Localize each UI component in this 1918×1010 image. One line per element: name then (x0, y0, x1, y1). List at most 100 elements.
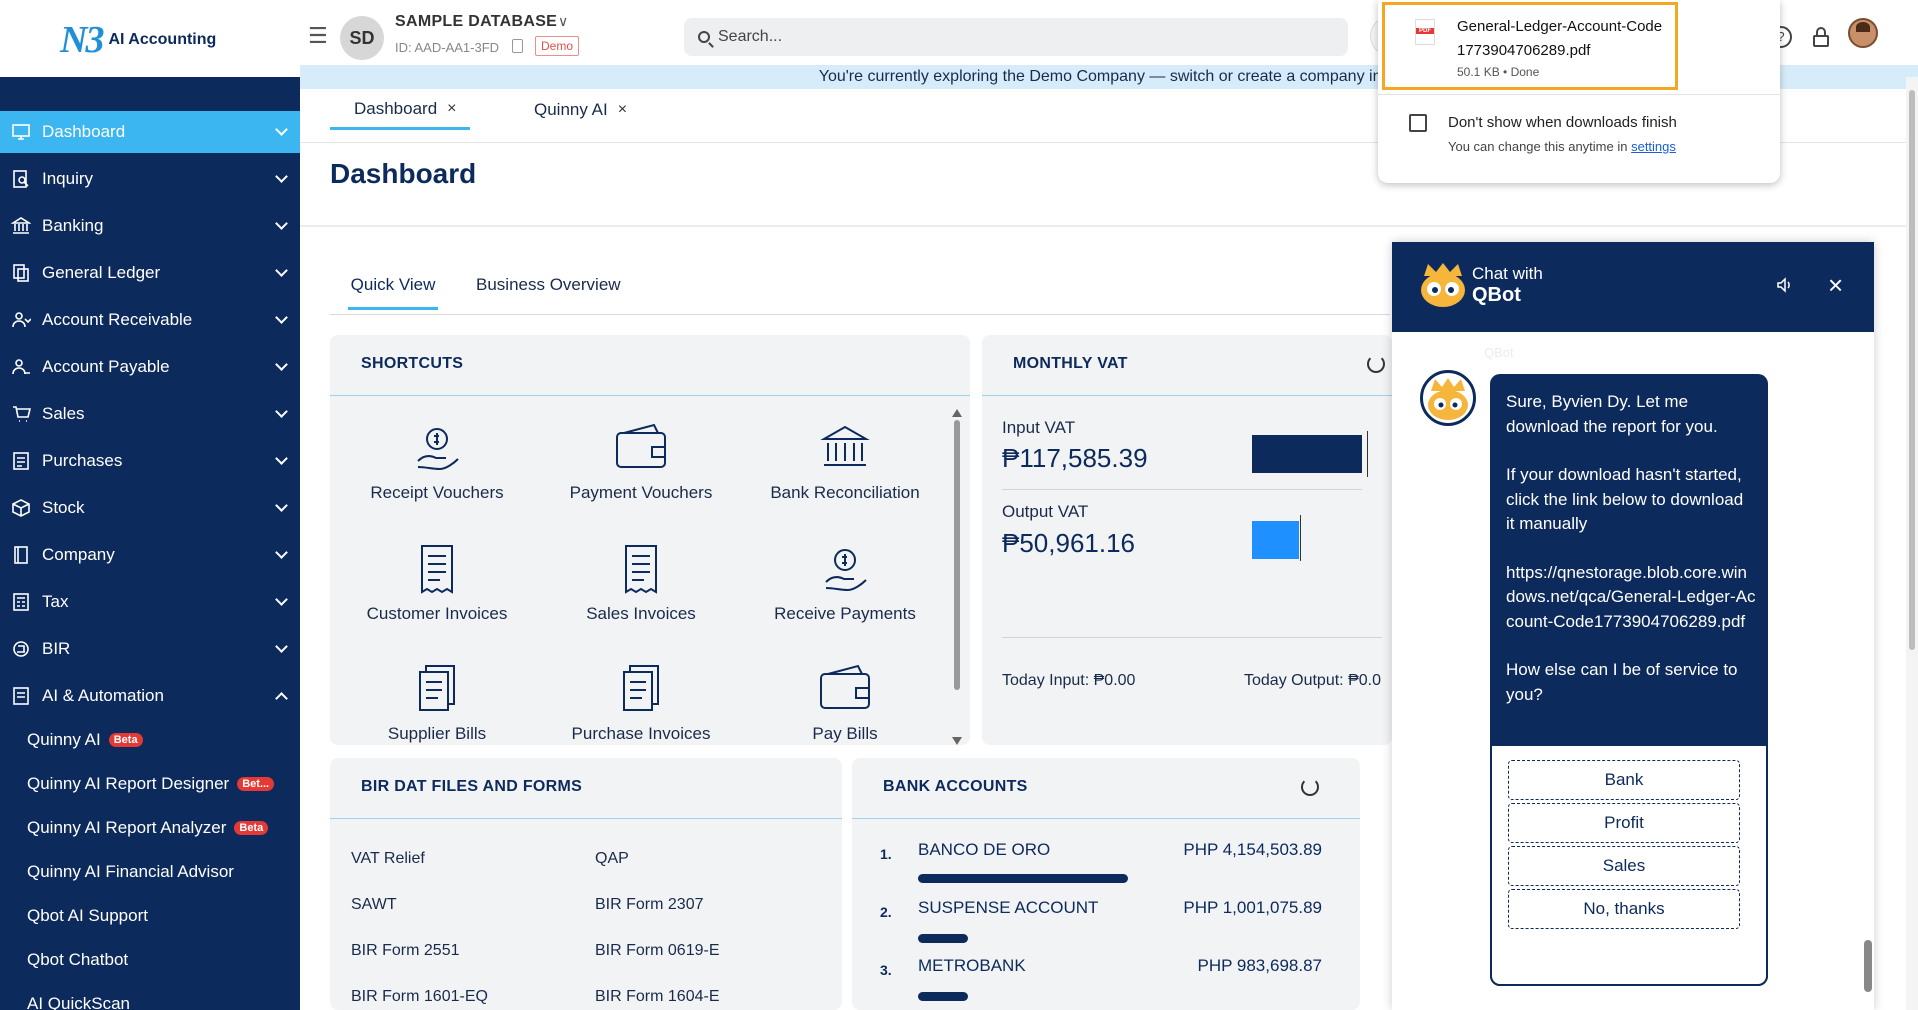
close-icon[interactable]: × (1828, 270, 1844, 300)
today-input: Today Input: ₱0.00 (1002, 672, 1136, 689)
sidebar-subitem-report-designer[interactable]: Quinny AI Report Designer Bet... (27, 774, 275, 794)
bir-link-0619e[interactable]: BIR Form 0619-E (595, 942, 720, 959)
settings-link[interactable]: settings (1631, 139, 1676, 154)
bir-link-2307[interactable]: BIR Form 2307 (595, 896, 704, 913)
shortcut-supplier-bills[interactable]: Supplier Bills (337, 664, 537, 744)
sidebar-subitem-qbot-support[interactable]: Qbot AI Support (27, 906, 148, 926)
sidebar-item-bir[interactable]: BIR (0, 628, 300, 670)
search-input[interactable] (718, 28, 1318, 46)
quick-reply-bank[interactable]: Bank (1508, 760, 1740, 800)
subtab-quick-view[interactable]: Quick View (348, 275, 438, 310)
bir-link-2551[interactable]: BIR Form 2551 (351, 942, 460, 959)
sidebar-subitem-label: Qbot Chatbot (27, 950, 129, 969)
tab-dashboard[interactable]: Dashboard × (330, 90, 470, 130)
bir-link-qap[interactable]: QAP (595, 850, 629, 867)
bank-name: METROBANK (918, 956, 1026, 975)
sidebar-item-company[interactable]: Company (0, 534, 300, 576)
dont-show-label: Don't show when downloads finish (1448, 114, 1677, 131)
speaker-icon[interactable] (1776, 276, 1794, 294)
sidebar-item-general-ledger[interactable]: General Ledger (0, 252, 300, 294)
pdf-file-icon (1415, 19, 1435, 45)
quick-reply-no-thanks[interactable]: No, thanks (1508, 889, 1740, 929)
wallet-icon (614, 423, 668, 473)
bank-bar (918, 992, 968, 1001)
company-name[interactable]: SAMPLE DATABASE (395, 13, 558, 30)
output-vat-label: Output VAT (1002, 502, 1089, 521)
sidebar-item-label: Banking (42, 216, 104, 235)
bir-link-sawt[interactable]: SAWT (351, 896, 397, 913)
shortcut-pay-bills[interactable]: Pay Bills (745, 664, 945, 744)
chevron-down-icon[interactable]: ∨ (558, 13, 569, 29)
settings-note: You can change this anytime in settings (1448, 139, 1676, 154)
scrollbar-thumb[interactable] (954, 420, 960, 690)
subtab-business-overview[interactable]: Business Overview (476, 275, 621, 294)
sidebar-subitem-qbot-chatbot[interactable]: Qbot Chatbot (27, 950, 128, 970)
download-item[interactable]: General-Ledger-Account-Code1773904706289… (1382, 2, 1678, 90)
copy-icon[interactable] (512, 39, 523, 53)
bank-row[interactable]: 1. BANCO DE ORO PHP 4,154,503.89 (852, 840, 1352, 890)
sidebar-item-account-payable[interactable]: Account Payable (0, 346, 300, 388)
sidebar-subitem-quinny-ai[interactable]: Quinny AI Beta (27, 730, 143, 750)
bir-link-vat-relief[interactable]: VAT Relief (351, 850, 425, 867)
sidebar-subitem-financial-advisor[interactable]: Quinny AI Financial Advisor (27, 862, 234, 882)
sidebar-item-stock[interactable]: Stock (0, 487, 300, 529)
bir-link-1604e[interactable]: BIR Form 1604-E (595, 988, 720, 1005)
refresh-icon[interactable] (1301, 778, 1319, 796)
bir-link-1601eq[interactable]: BIR Form 1601-EQ (351, 988, 488, 1005)
chat-scrollbar-thumb[interactable] (1864, 940, 1872, 992)
close-icon[interactable]: × (617, 101, 628, 118)
tab-quinny-ai[interactable]: Quinny AI × (510, 90, 627, 130)
sidebar-item-account-receivable[interactable]: Account Receivable (0, 299, 300, 341)
sidebar-item-dashboard[interactable]: Dashboard (0, 111, 300, 153)
sidebar-item-purchases[interactable]: Purchases (0, 440, 300, 482)
axis-line (1367, 431, 1368, 477)
monitor-icon (10, 121, 32, 143)
refresh-icon[interactable] (1367, 355, 1385, 373)
shortcut-receive-payments[interactable]: Receive Payments (745, 544, 945, 624)
shortcut-payment-vouchers[interactable]: Payment Vouchers (541, 423, 741, 503)
tab-label: Dashboard (354, 98, 438, 118)
dont-show-checkbox[interactable] (1409, 114, 1427, 132)
sidebar-item-banking[interactable]: Banking (0, 205, 300, 247)
shortcuts-scrollbar[interactable] (952, 407, 962, 745)
sidebar-item-inquiry[interactable]: Inquiry (0, 158, 300, 200)
user-avatar[interactable] (1848, 18, 1878, 48)
download-meta: 50.1 KB • Done (1457, 65, 1540, 79)
chevron-down-icon (275, 170, 288, 183)
card-title: MONTHLY VAT (1013, 355, 1128, 372)
divider (1002, 637, 1382, 638)
shortcut-purchase-invoices[interactable]: Purchase Invoices (541, 664, 741, 744)
bank-row[interactable]: 2. SUSPENSE ACCOUNT PHP 1,001,075.89 (852, 898, 1352, 948)
ledger-icon (10, 262, 32, 284)
lock-icon[interactable] (1810, 26, 1832, 48)
sidebar-item-tax[interactable]: Tax (0, 581, 300, 623)
close-icon[interactable]: × (447, 99, 457, 117)
chevron-up-icon (275, 692, 288, 705)
quick-reply-sales[interactable]: Sales (1508, 846, 1740, 886)
sidebar-item-sales[interactable]: Sales (0, 393, 300, 435)
shortcut-label: Receipt Vouchers (370, 483, 504, 502)
shortcut-bank-reconciliation[interactable]: Bank Reconciliation (745, 423, 945, 503)
search-box[interactable] (684, 18, 1348, 56)
qbot-mascot-icon (1418, 262, 1468, 308)
company-avatar[interactable]: SD (340, 16, 384, 60)
bank-name: BANCO DE ORO (918, 840, 1051, 859)
menu-toggle-icon[interactable]: ☰ (308, 23, 328, 48)
output-vat-bar (1252, 521, 1299, 559)
shortcut-sales-invoices[interactable]: Sales Invoices (541, 544, 741, 624)
bank-row[interactable]: 3. METROBANK PHP 983,698.87 (852, 956, 1352, 1006)
beta-badge: Beta (108, 733, 143, 747)
sidebar-subitem-quickscan[interactable]: AI QuickScan (27, 994, 130, 1010)
shortcut-label: Receive Payments (774, 604, 916, 623)
bills-icon (410, 664, 464, 714)
shortcut-customer-invoices[interactable]: Customer Invoices (337, 544, 537, 624)
sidebar-item-ai-automation[interactable]: AI & Automation (0, 675, 300, 717)
shortcut-receipt-vouchers[interactable]: Receipt Vouchers (337, 423, 537, 503)
quick-reply-profit[interactable]: Profit (1508, 803, 1740, 843)
shortcut-label: Bank Reconciliation (770, 483, 920, 502)
sidebar-subitem-report-analyzer[interactable]: Quinny AI Report Analyzer Beta (27, 818, 269, 838)
sidebar-item-label: Company (42, 545, 115, 564)
scrollbar-thumb[interactable] (1909, 90, 1915, 650)
app-logo[interactable]: N3 AI Accounting (60, 18, 216, 62)
download-link[interactable]: https://qnestorage.blob.core.windows.net… (1506, 562, 1756, 631)
